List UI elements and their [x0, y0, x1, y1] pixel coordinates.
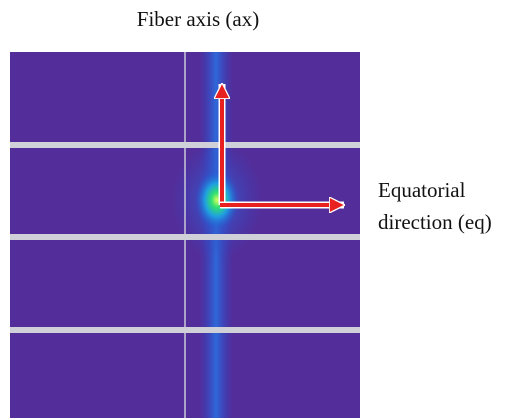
gap-stripe — [10, 234, 360, 240]
arrows — [220, 84, 344, 205]
side-label: direction (eq) — [378, 210, 492, 234]
gap-stripe — [10, 142, 360, 148]
core — [195, 170, 239, 230]
gap-stripe — [10, 327, 360, 333]
side-label: Equatorial — [378, 178, 466, 202]
title: Fiber axis (ax) — [137, 7, 259, 31]
detector-image — [10, 52, 360, 418]
